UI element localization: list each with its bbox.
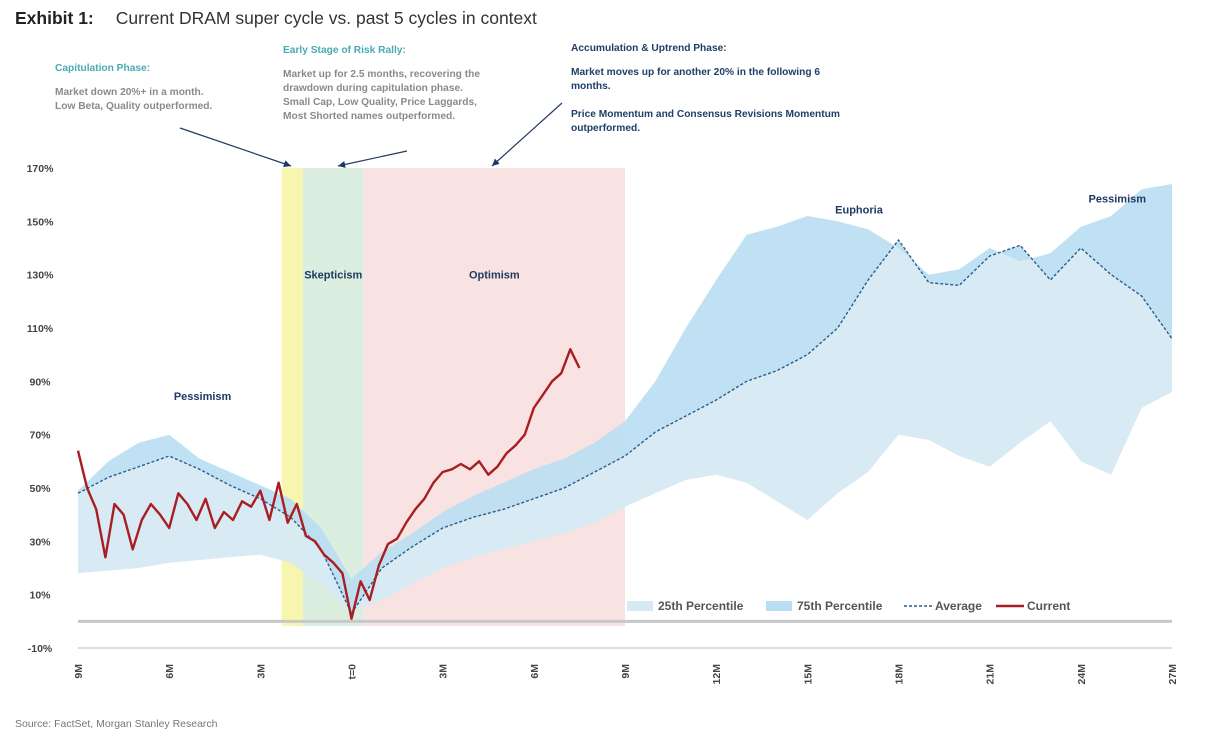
percentile-bands (78, 184, 1172, 614)
legend-label-3: Current (1027, 599, 1070, 613)
legend-label-2: Average (935, 599, 982, 613)
y-tick-label: 50% (29, 483, 51, 495)
y-tick-label: 30% (29, 536, 51, 548)
legend-label-1: 75th Percentile (797, 599, 883, 613)
x-tick-label: 18M (894, 664, 906, 685)
x-tick-label: 9M (73, 664, 85, 679)
x-tick-label: 3M (255, 664, 267, 679)
capitulation-line-2: Low Beta, Quality outperformed. (55, 101, 213, 112)
accumulation-line-2: months. (571, 81, 611, 92)
legend: 25th Percentile 75th Percentile Average Cur… (627, 599, 1070, 613)
y-tick-label: 70% (29, 430, 51, 442)
zone-label-2: Pessimism (1089, 194, 1147, 206)
x-axis: 9M 6M 3M t=0 3M 6M 9M 12M 15M 18M 21M 24M 27M (73, 647, 1179, 685)
annotation-arrows (179, 102, 563, 168)
accumulation-line-1: Market moves up for another 20% in the f… (571, 67, 821, 78)
phase-label-skepticism: Skepticism (304, 270, 362, 282)
early-stage-heading: Early Stage of Risk Rally: (283, 45, 406, 56)
series-lines (76, 238, 1173, 620)
capitulation-annotation: Capitulation Phase: Market down 20%+ in … (55, 62, 212, 114)
early-stage-line-4: Most Shorted names outperformed. (283, 111, 456, 122)
zone-labels: Skepticism Optimism Pessimism Euphoria Pessi… (174, 194, 1146, 403)
accumulation-line-4: Price Momentum and Consensus Revisions M… (571, 109, 840, 120)
y-tick-label: 110% (27, 323, 54, 335)
y-tick-label: 90% (29, 376, 51, 388)
x-tick-label: 24M (1076, 664, 1088, 685)
capitulation-arrow (179, 127, 292, 168)
x-tick-label: 9M (620, 664, 632, 679)
band-25th-percentile (78, 240, 1172, 614)
y-tick-label: 130% (27, 270, 55, 282)
phase-label-optimism: Optimism (469, 270, 520, 282)
y-tick-label: -10% (28, 643, 53, 655)
exhibit-number: Exhibit 1: (15, 8, 94, 28)
y-tick-label: 170% (27, 163, 55, 175)
x-tick-label: t=0 (347, 664, 359, 680)
chart-title: Current DRAM super cycle vs. past 5 cycl… (115, 8, 537, 28)
legend-swatch-1 (766, 601, 792, 611)
y-tick-label: 10% (29, 590, 51, 602)
exhibit-title: Exhibit 1: Current DRAM super cycle vs. p… (15, 8, 537, 29)
early-stage-line-1: Market up for 2.5 months, recovering the (283, 69, 480, 80)
x-tick-label: 12M (711, 664, 723, 685)
y-tick-label: 150% (27, 216, 55, 228)
y-axis: -10% 10% 30% 50% 70% 90% 110% 130% 150% 170% (27, 163, 55, 655)
capitulation-line-1: Market down 20%+ in a month. (55, 87, 204, 98)
average-line (77, 238, 1173, 615)
early-stage-line-2: drawdown during capitulation phase. (283, 83, 463, 94)
x-tick-label: 6M (164, 664, 176, 679)
zone-label-1: Euphoria (835, 204, 884, 216)
capitulation-heading: Capitulation Phase: (55, 63, 151, 74)
source-note: Source: FactSet, Morgan Stanley Research (15, 718, 218, 730)
x-tick-label: 21M (985, 664, 997, 685)
zone-label-0: Pessimism (174, 391, 232, 403)
x-tick-label: 15M (802, 664, 814, 685)
legend-swatch-0 (627, 601, 653, 611)
early-stage-line-3: Small Cap, Low Quality, Price Laggards, (283, 97, 477, 108)
accumulation-heading: Accumulation & Uptrend Phase: (571, 43, 727, 54)
x-tick-label: 27M (1167, 664, 1179, 685)
accumulation-arrow (491, 102, 563, 167)
accumulation-line-5: outperformed. (571, 123, 641, 134)
legend-label-0: 25th Percentile (658, 599, 744, 613)
x-tick-label: 3M (438, 664, 450, 679)
early-stage-arrow (337, 150, 408, 168)
current-line (76, 348, 581, 620)
x-tick-label: 6M (529, 664, 541, 679)
accumulation-annotation: Accumulation & Uptrend Phase: Market mov… (571, 42, 840, 136)
early-stage-annotation: Early Stage of Risk Rally: Market up for… (283, 44, 480, 124)
